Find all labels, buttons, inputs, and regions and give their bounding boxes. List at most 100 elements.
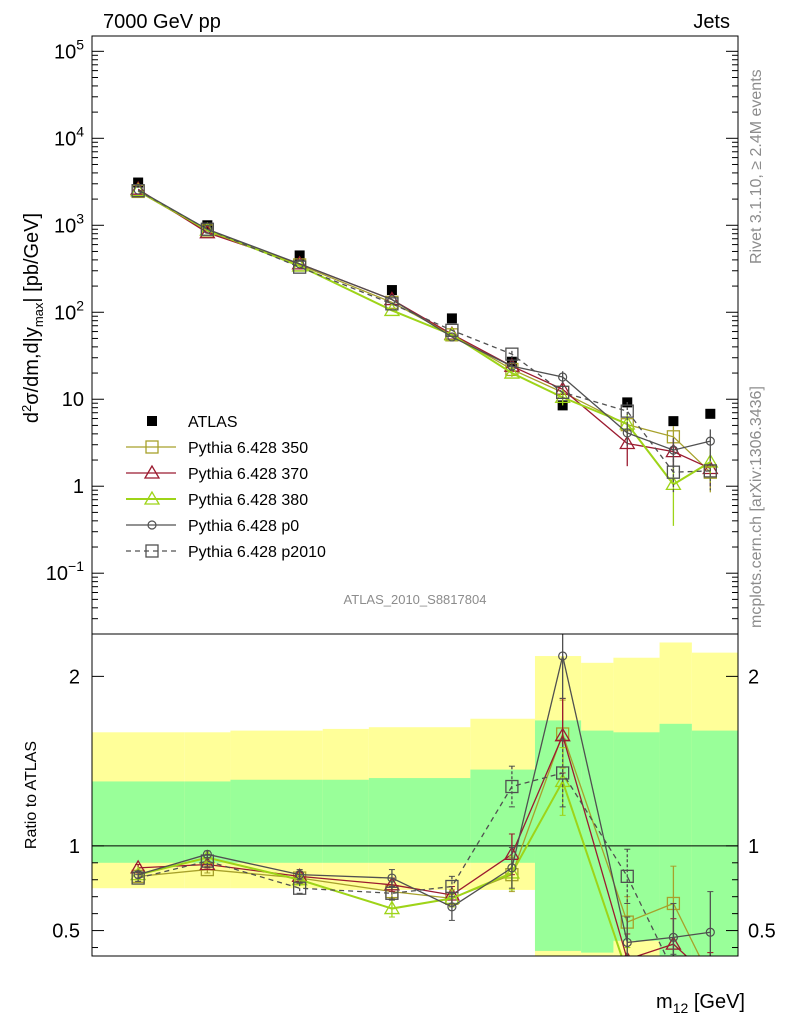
ratio-line-3 (137, 655, 711, 944)
ratio-line-1 (138, 733, 688, 956)
green-band (322, 779, 369, 863)
series-line-4 (137, 189, 711, 451)
title-left: 7000 GeV pp (103, 11, 221, 33)
data-point (200, 222, 215, 236)
ratio-point (387, 873, 397, 883)
ratio-point (556, 766, 570, 780)
ratio-line-2 (137, 778, 623, 956)
green-band (691, 730, 738, 956)
data-point (387, 294, 397, 305)
ratio-y-tick-label-right: 1 (748, 836, 759, 858)
data-point (702, 453, 719, 468)
ratio-point (295, 870, 305, 880)
ratio-point (620, 869, 634, 883)
ratio-y-tick-label-right: 0.5 (748, 921, 776, 943)
ratio-y-tick-label-left: 1 (69, 836, 80, 858)
ratio-point (703, 974, 717, 986)
legend-marker (147, 416, 157, 426)
ratio-point (666, 978, 680, 990)
ratio-point (200, 854, 215, 868)
data-point (443, 326, 461, 341)
data-point (705, 436, 715, 446)
data-point (133, 185, 143, 195)
ratio-point (383, 876, 401, 891)
data-point (705, 408, 716, 419)
green-band (368, 778, 471, 863)
ratio-point (445, 879, 459, 894)
green-band (184, 781, 231, 863)
legend-marker (147, 520, 157, 530)
ratio-point (385, 886, 399, 900)
ratio-point (131, 871, 145, 885)
ratio-point (668, 932, 679, 942)
y-tick-label: 103 (54, 210, 84, 237)
green-band (230, 779, 323, 863)
rivet-label: Rivet 3.1.10, ≥ 2.4M events (748, 69, 765, 264)
legend-marker (143, 464, 161, 479)
data-point (620, 404, 634, 418)
ratio-point (447, 902, 457, 912)
data-point (703, 464, 717, 478)
data-point (556, 385, 570, 400)
y-tick-label: 104 (54, 123, 84, 150)
data-point (619, 435, 636, 450)
data-point (507, 361, 517, 371)
data-point (385, 297, 399, 311)
legend-marker (143, 490, 161, 505)
ratio-point (133, 870, 143, 880)
data-point (446, 313, 457, 324)
ratio-point (704, 972, 716, 984)
x-axis-label: m12 [GeV] (656, 991, 745, 1016)
y-axis-label-top: d2σ/dm,d|ymax| [pb/GeV] (19, 213, 46, 423)
data-point (622, 428, 632, 438)
data-point (202, 224, 212, 234)
data-point (386, 285, 397, 296)
ratio-line-4 (137, 772, 667, 956)
y-tick-label: 102 (54, 297, 84, 324)
data-point (292, 260, 307, 274)
bottom-frame (91, 633, 739, 957)
ratio-point (505, 779, 519, 794)
ratio-y-tick-label-left: 0.5 (52, 921, 80, 943)
legend-label: Pythia 6.428 380 (188, 492, 308, 509)
ratio-point (620, 966, 634, 978)
data-point (294, 250, 305, 261)
ratio-point (383, 900, 401, 915)
green-band (659, 723, 692, 956)
y-tick-label: 105 (54, 36, 84, 63)
ratio-point (703, 971, 717, 983)
ratio-y-tick-label-right: 2 (748, 666, 759, 688)
legend-marker (145, 440, 159, 454)
ratio-point (292, 881, 307, 895)
title-right: Jets (693, 11, 730, 33)
legend-label: Pythia 6.428 370 (188, 466, 308, 483)
data-point (295, 259, 305, 269)
ratio-point (507, 863, 517, 873)
ratio-point (558, 651, 568, 661)
y-tick-label: 1 (73, 476, 84, 498)
green-band (92, 781, 185, 863)
legend-label: Pythia 6.428 350 (188, 440, 308, 457)
legend-label: Pythia 6.428 p2010 (188, 544, 326, 561)
ratio-point (622, 937, 632, 948)
data-point (131, 184, 145, 198)
mcplots-label: mcplots.cern.ch [arXiv:1306.3436] (748, 386, 765, 628)
data-point (554, 389, 571, 404)
y-axis-label-bottom: Ratio to ATLAS (23, 741, 40, 849)
data-point (503, 364, 521, 379)
data-point (505, 347, 519, 361)
green-band (534, 720, 582, 951)
legend-label: ATLAS (188, 414, 238, 431)
analysis-annotation: ATLAS_2010_S8817804 (344, 592, 487, 607)
legend-marker (145, 544, 159, 558)
series-line-5 (137, 190, 711, 473)
ratio-point (705, 927, 715, 937)
ratio-point (704, 972, 716, 984)
data-point (668, 416, 679, 427)
legend-label: Pythia 6.428 p0 (188, 518, 299, 535)
ratio-point (199, 856, 216, 871)
ratio-y-tick-label-left: 2 (69, 666, 80, 688)
data-point (668, 445, 679, 455)
y-tick-label: 10 (62, 389, 84, 411)
